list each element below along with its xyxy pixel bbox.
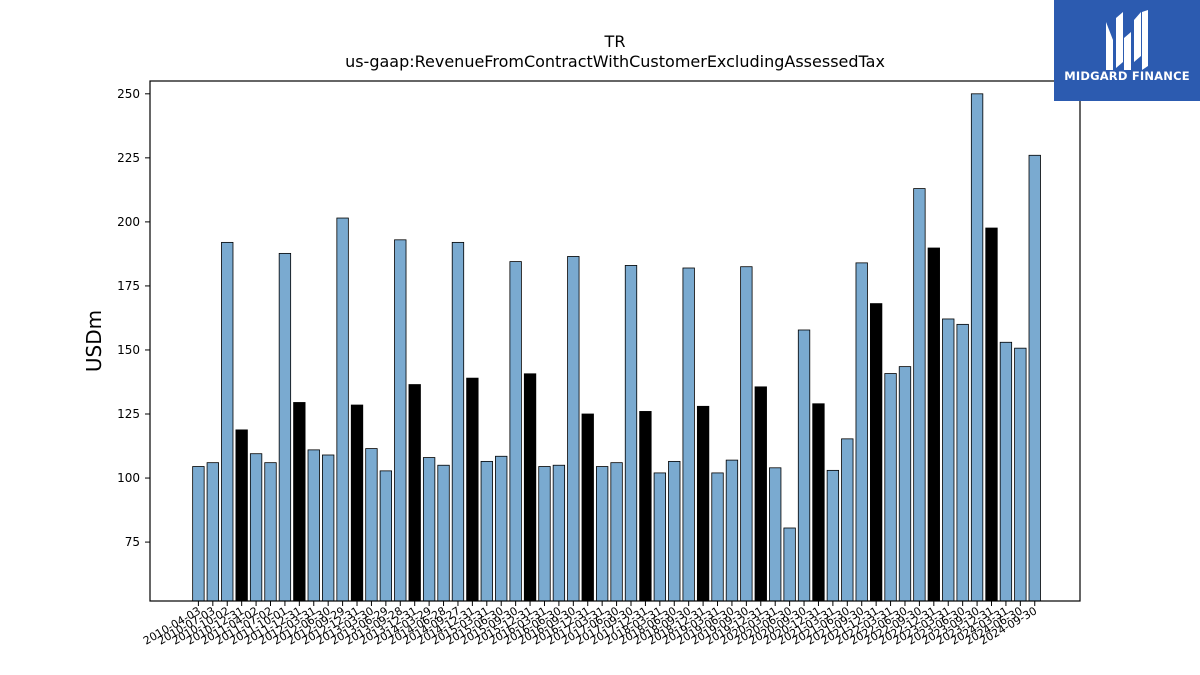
bar-2012-03-31 [307,449,320,602]
bar-2016-12-31 [581,413,594,602]
bar-2019-12-31 [754,386,767,602]
bar-2018-06-30 [668,460,681,602]
y-tick-label: 175 [117,279,140,293]
bar-2022-09-30 [913,188,926,602]
bar-2017-06-30 [610,462,623,602]
bar-2021-06-30 [841,438,854,602]
bar-2016-03-31 [538,466,551,602]
bar-2010-10-02 [221,241,234,602]
bar-2019-09-30 [740,266,753,602]
y-tick-label: 150 [117,343,140,357]
bar-2018-09-30 [682,267,695,602]
bar-2010-12-31 [235,429,248,602]
bar-2015-09-30 [509,261,522,602]
bar-2010-04-03 [192,466,205,602]
bar-2013-03-30 [365,448,378,602]
bar-2017-12-31 [639,411,652,602]
bar-2015-03-31 [480,460,493,602]
y-tick-label: 125 [117,407,140,421]
bar-2022-06-30 [898,366,912,602]
bar-2021-03-31 [826,469,840,602]
bar-2023-12-31 [985,227,998,602]
bar-2011-12-31 [293,402,306,602]
bar-2013-06-29 [379,470,393,602]
y-axis-label: USDm [82,310,106,372]
bars-group [192,93,1041,602]
midgard-finance-logo: MIDGARD FINANCE [1054,0,1200,101]
bar-2018-12-31 [696,405,710,602]
bar-2020-06-30 [783,527,796,602]
bar-2014-03-29 [422,457,436,602]
bar-2016-09-30 [567,256,580,602]
bar-2019-06-30 [725,459,739,602]
bar-2012-06-30 [322,454,335,602]
bar-2019-03-31 [711,472,724,602]
bar-2024-09-30 [1028,154,1041,602]
bar-2011-04-02 [249,453,263,602]
bar-2015-12-31 [523,373,537,602]
bar-2012-09-29 [336,217,349,602]
bar-2020-09-30 [797,329,811,602]
bar-2017-09-30 [624,265,638,602]
y-axis: 75 100 125 150 175 200 225 250 [117,87,150,549]
bar-2023-09-30 [970,93,984,602]
y-tick-label: 100 [117,471,140,485]
y-tick-label: 250 [117,87,140,101]
bar-2013-12-31 [408,384,421,602]
bar-2011-07-02 [264,462,277,602]
x-axis: 2010-04-032010-07-032010-10-022010-12-31… [141,601,1039,648]
chart-title: TR [604,32,626,51]
bar-2021-09-30 [855,262,868,602]
y-tick-label: 75 [125,535,140,549]
bar-2024-03-31 [999,341,1013,602]
bar-2015-06-30 [495,455,508,602]
y-tick-label: 200 [117,215,140,229]
bar-2023-06-30 [956,323,969,602]
chart-subtitle: us-gaap:RevenueFromContractWithCustomerE… [345,52,885,71]
bar-2023-03-31 [942,318,955,602]
bar-2022-12-31 [927,247,940,602]
bar-2024-06-30 [1014,347,1027,602]
bar-2021-12-31 [869,303,883,602]
bar-2013-09-28 [394,239,407,602]
bar-2018-03-31 [653,472,666,602]
bar-2020-12-31 [812,403,825,602]
bar-2017-03-31 [596,466,609,602]
midgard-logo-icon [1106,10,1148,70]
bar-2011-10-01 [278,252,292,602]
bar-2014-06-28 [437,464,450,602]
bar-2016-06-30 [552,464,566,602]
bar-2020-03-31 [769,467,782,602]
logo-text: MIDGARD FINANCE [1064,69,1190,83]
y-tick-label: 225 [117,151,140,165]
bar-2012-12-31 [350,404,364,602]
bar-2022-03-31 [884,373,897,602]
bar-2010-07-03 [206,462,219,602]
plot-frame [149,80,1081,602]
bar-2014-09-27 [451,241,465,602]
bar-2014-12-31 [466,377,479,602]
